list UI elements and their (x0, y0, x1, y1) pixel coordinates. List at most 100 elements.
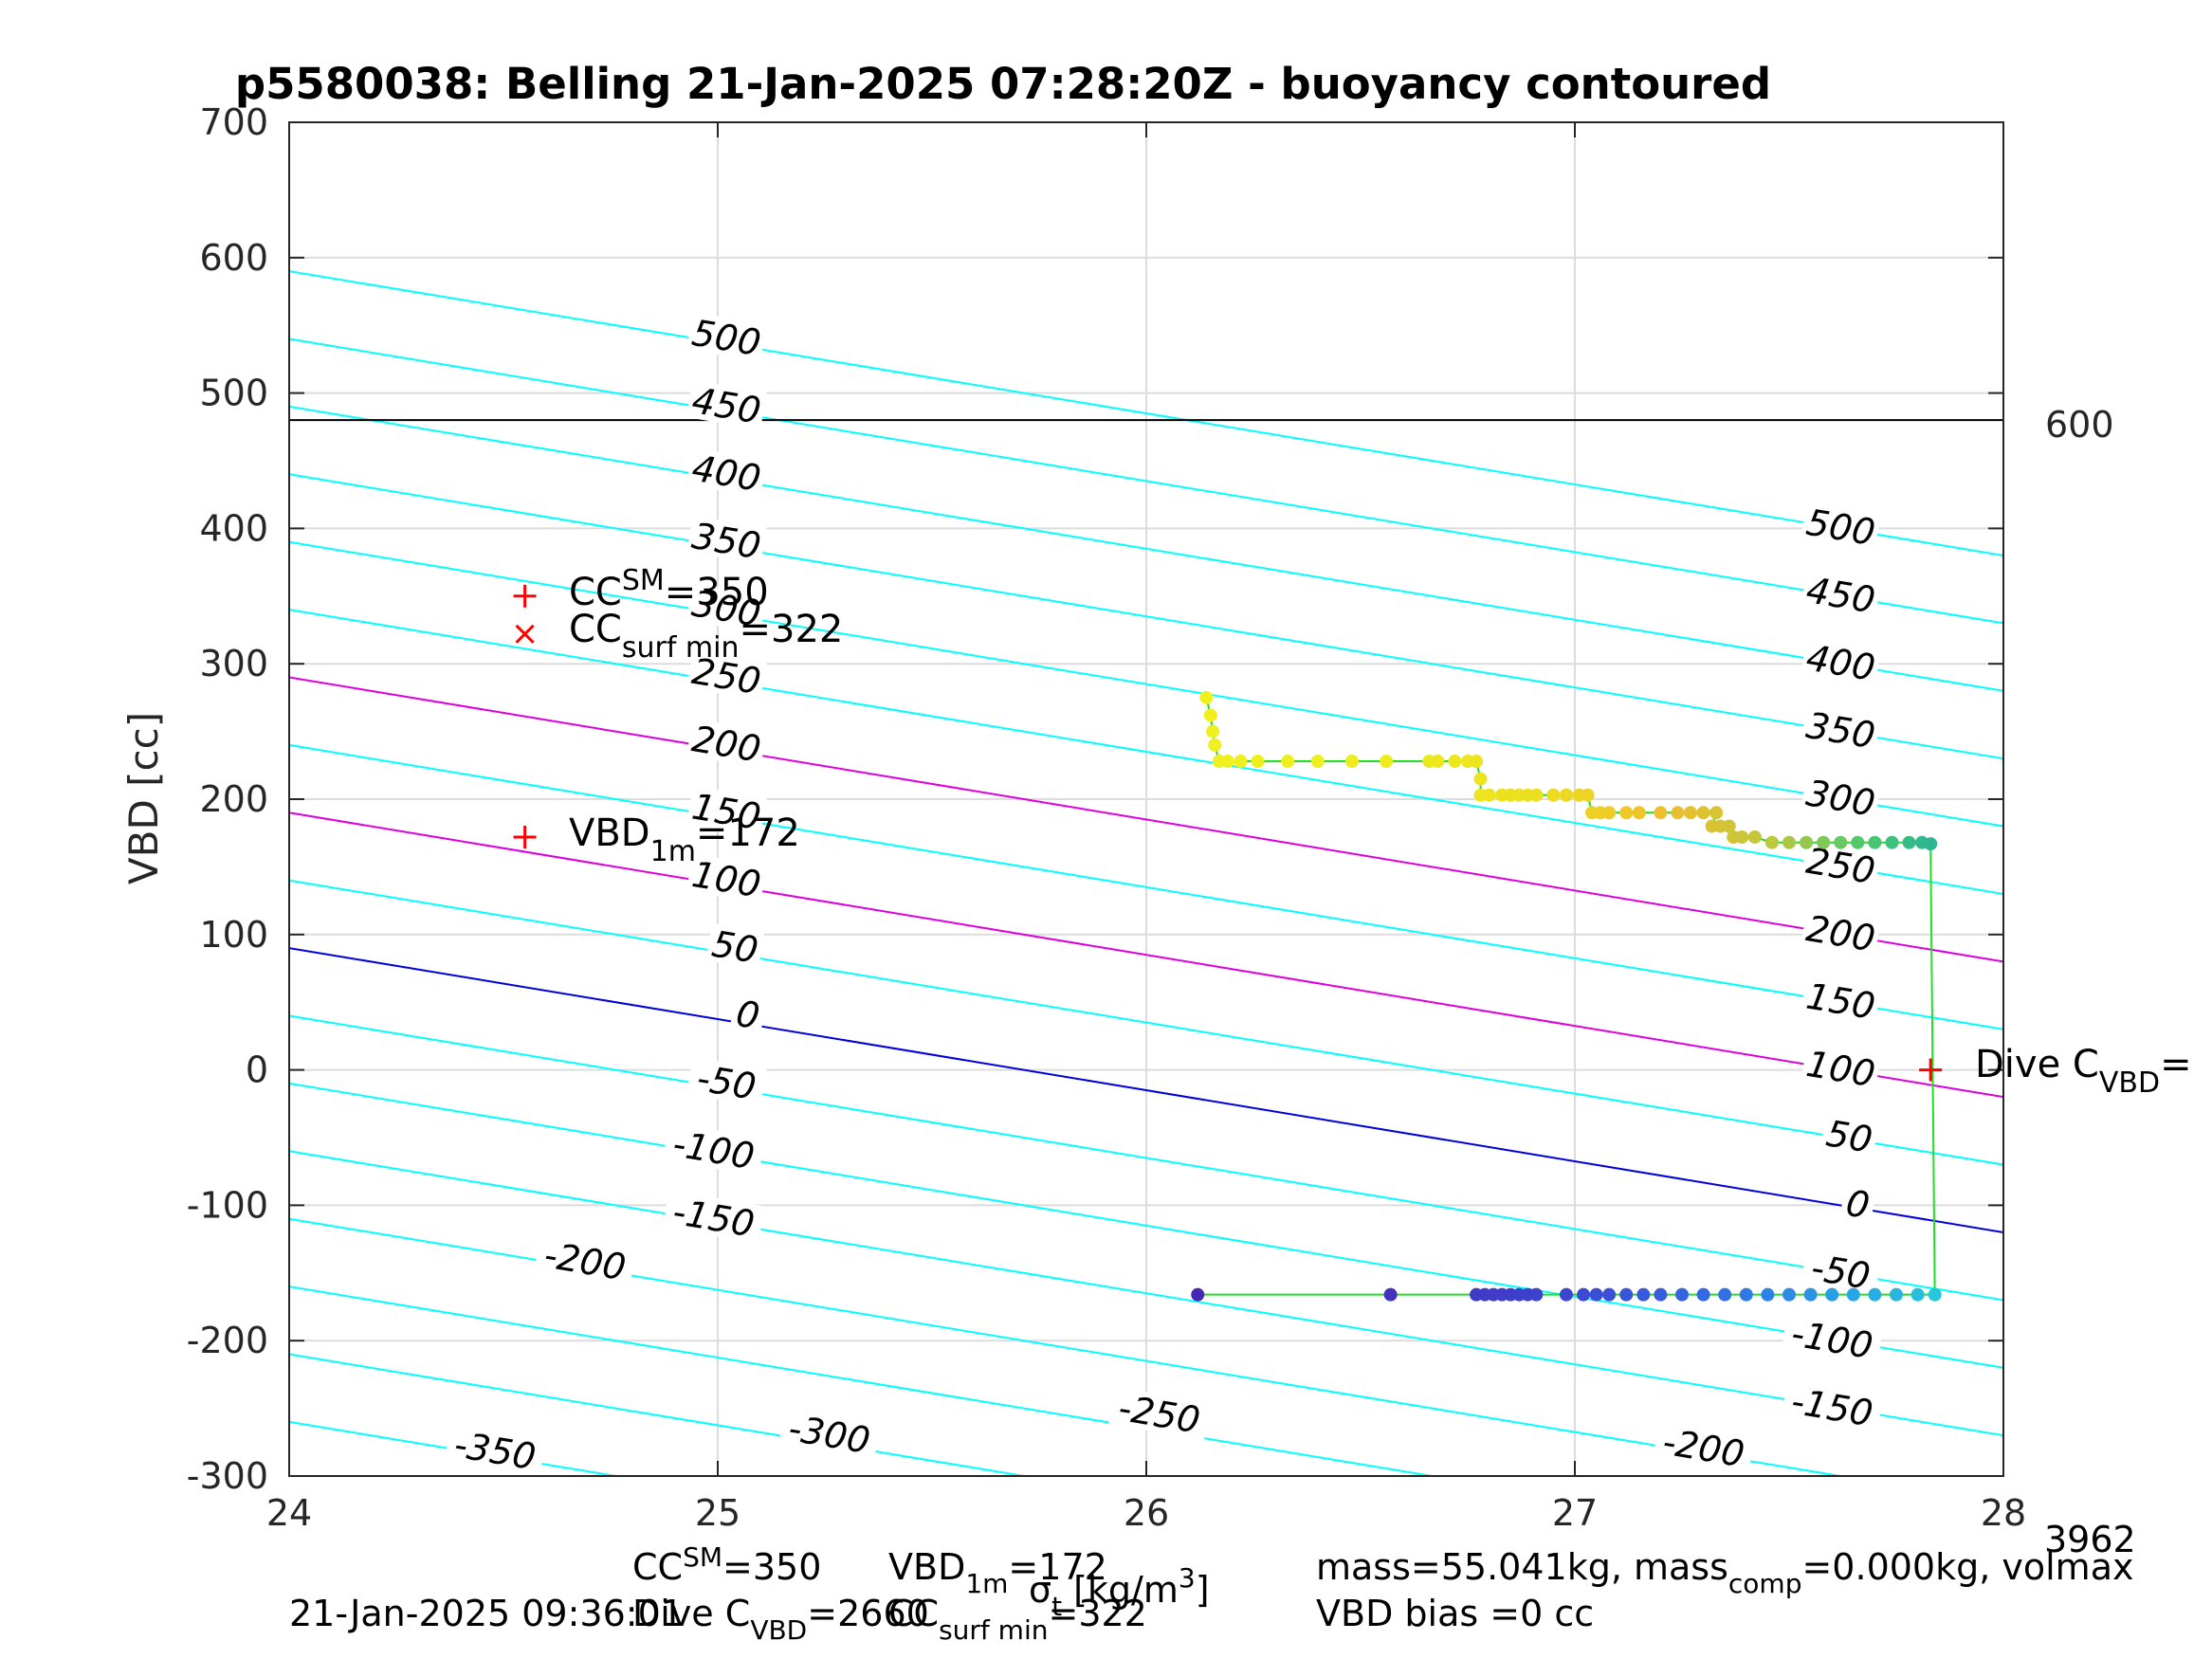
data-point-climb (1834, 835, 1848, 849)
data-point-dive (1696, 1287, 1710, 1302)
contour-label-backing (663, 1122, 765, 1176)
y-tick-label: 200 (199, 778, 268, 820)
contour-label-group: 150 (686, 786, 767, 838)
data-point-dive (1529, 1287, 1544, 1302)
data-point-climb (1448, 755, 1462, 769)
x-tick-label: 26 (1124, 1492, 1169, 1534)
contour-label-backing (1801, 772, 1881, 823)
contour-label-group: 250 (686, 650, 767, 702)
contour-label-group: 350 (686, 515, 767, 567)
contour-label-backing (778, 1407, 881, 1461)
contour-label-backing (686, 853, 767, 903)
contour-label-backing (1653, 1420, 1755, 1474)
data-point-climb (1281, 755, 1295, 769)
data-point-climb (1632, 806, 1646, 820)
data-point-climb (1671, 806, 1685, 820)
data-point-climb (1800, 835, 1814, 849)
data-point-dive (1602, 1287, 1617, 1302)
data-point-climb (1619, 806, 1634, 820)
data-point-climb (1654, 806, 1668, 820)
data-point-climb (1924, 837, 1938, 851)
data-point-dive (1928, 1287, 1942, 1302)
contour-line-50 (289, 879, 2003, 1166)
axis-ticks: 24 25 26 27 28-300-200-100010020030040050060… (187, 101, 2026, 1534)
dive-path-polyline (1197, 697, 1936, 1296)
contour-label-group: -100 (1781, 1312, 1884, 1367)
data-point-dive (1383, 1287, 1398, 1302)
data-point-climb (1722, 819, 1736, 833)
contour-label-group: -50 (1801, 1246, 1881, 1298)
data-point-climb (1868, 835, 1882, 849)
vbd-1m-annotation: VBD1m=172 (569, 811, 800, 868)
contour-label-backing (686, 582, 767, 633)
data-point-climb (1709, 806, 1724, 820)
data-point-climb (1380, 755, 1394, 769)
y-tick-label: 700 (199, 101, 268, 143)
contour-label-backing (1839, 1181, 1877, 1225)
footer-cc-sm: CCSM=350 (632, 1541, 821, 1588)
data-point-climb (1735, 830, 1749, 844)
contour-label-backing (1801, 501, 1881, 552)
data-point-climb (1431, 755, 1445, 769)
data-point-climb (1885, 835, 1899, 849)
data-point-climb (1782, 835, 1796, 849)
contour-line-0 (289, 947, 2003, 1233)
contour-label-backing (1801, 1043, 1881, 1093)
contour-line--300 (289, 1353, 1030, 1476)
data-point-climb (1747, 830, 1762, 844)
y-tick-label: 400 (199, 507, 268, 549)
x-tick-label: 28 (1981, 1492, 2026, 1534)
contour-line-300 (289, 540, 2003, 828)
contour-label-group: 400 (686, 447, 767, 500)
y-tick-label: -300 (187, 1455, 268, 1497)
corner-value: 3962 (2044, 1519, 2136, 1560)
contour-label: -50 (694, 1057, 759, 1108)
contour-label-backing (1801, 569, 1881, 620)
contour-label-backing (1781, 1379, 1884, 1433)
contour-label-group: 200 (1801, 907, 1881, 959)
contour-label-backing (686, 786, 767, 836)
contour-label-backing (1801, 637, 1881, 687)
contour-label-group: -200 (534, 1233, 636, 1288)
data-point-climb (1684, 806, 1698, 820)
contour-label-backing (686, 312, 767, 362)
contour-label-backing (444, 1423, 546, 1477)
dive-c-vbd-annotation: Dive CVBD= (1975, 1043, 2192, 1100)
contour-line-100 (289, 811, 2003, 1099)
x-marker (515, 624, 535, 644)
data-point-climb (1764, 835, 1779, 849)
data-point-climb (1251, 755, 1265, 769)
cc-surf-min-annotation: CCsurf min=322 (569, 608, 843, 665)
contour-label-backing (1819, 1112, 1879, 1159)
y-tick-label: 500 (199, 373, 268, 414)
contour-label-group: 0 (1839, 1181, 1877, 1227)
data-point-climb (1529, 788, 1544, 802)
contour-line-250 (289, 609, 2003, 895)
data-point-climb (1310, 755, 1325, 769)
y-tick-label: 0 (246, 1049, 268, 1091)
footer-vbd-1m: VBD1m=172 (888, 1546, 1107, 1599)
y-tick-label: 100 (199, 914, 268, 956)
contour-label-group: 400 (1801, 637, 1881, 689)
contour-label-group: 300 (686, 582, 767, 635)
x-tick-label: 27 (1552, 1492, 1598, 1534)
contour-label-backing (705, 922, 765, 970)
contour-line-350 (289, 473, 2003, 760)
contour-line-450 (289, 337, 2003, 625)
data-point-climb (1220, 755, 1234, 769)
contour-label-backing (686, 1056, 767, 1107)
data-point-climb (1902, 835, 1916, 849)
reference-line-label: 600 (2045, 404, 2114, 446)
contour-label-group: -50 (686, 1056, 767, 1108)
footer-dive-c: Dive CVBD=2660 (632, 1593, 929, 1646)
contour-label-group: 50 (705, 922, 765, 972)
data-point-dive (1782, 1287, 1796, 1302)
data-point-dive (1718, 1287, 1732, 1302)
contour-label-backing (663, 1190, 765, 1244)
footer-sigma-units: σt [kg/m3] (1029, 1562, 1210, 1622)
contour-label-backing (686, 379, 767, 430)
contour-line--50 (289, 1014, 2003, 1302)
markers (513, 584, 1943, 1082)
data-point-climb (1203, 708, 1217, 722)
